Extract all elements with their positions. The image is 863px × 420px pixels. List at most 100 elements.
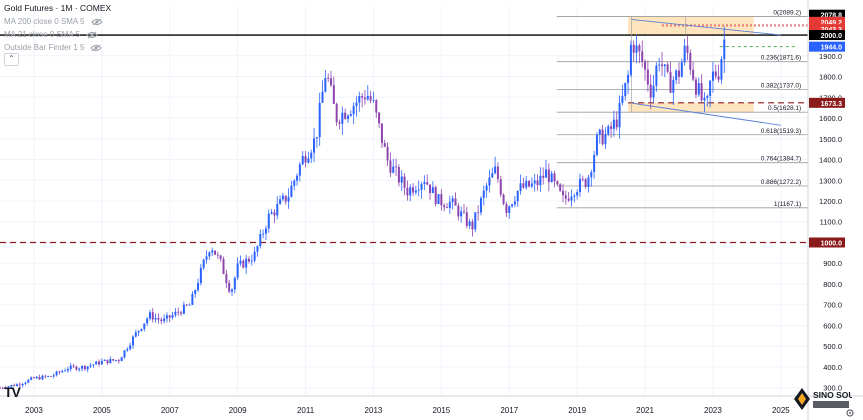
svg-text:SINO SOUND: SINO SOUND: [813, 390, 852, 400]
candle-body: [148, 312, 151, 319]
candle-body: [163, 318, 166, 322]
candle-body: [239, 260, 242, 264]
candle-body: [395, 166, 398, 168]
fib-level-label: 0.236(1871.6): [761, 55, 801, 62]
candle-body: [615, 119, 618, 128]
candle-body: [27, 379, 30, 383]
fib-level-label: 0(2089.2): [773, 10, 801, 17]
price-label: 2000.0: [821, 33, 843, 40]
x-tick-label: 2017: [500, 406, 518, 415]
candle-body: [346, 115, 349, 119]
candle-body: [669, 71, 672, 93]
candle-body: [344, 112, 347, 119]
candle-body: [530, 183, 533, 187]
candle-body: [397, 167, 400, 183]
candle-body: [117, 360, 120, 362]
price-label: 2049.2: [821, 20, 843, 27]
candle-body: [457, 205, 460, 217]
candle-body: [511, 204, 514, 207]
candle-body: [290, 185, 293, 197]
candle-body: [233, 277, 236, 290]
fib-level-label: 0.764(1384.7): [761, 156, 801, 163]
candle-body: [338, 122, 341, 124]
candle-body: [332, 85, 335, 104]
candle-body: [528, 180, 531, 187]
candle-body: [7, 386, 10, 389]
indicator-outside-bar[interactable]: Outside Bar Finder 1 5: [4, 41, 111, 54]
candle-body: [202, 259, 205, 268]
candle-body: [479, 198, 482, 213]
collapse-legend-button[interactable]: ⌃: [4, 53, 19, 66]
candle-body: [307, 158, 310, 163]
candle-body: [89, 365, 92, 367]
indicator-ma21[interactable]: MA 21 close 0 SMA 5: [4, 28, 111, 41]
candle-body: [694, 79, 697, 95]
y-tick-label: 300.0: [823, 384, 842, 393]
candle-body: [293, 180, 296, 186]
candle-body: [242, 260, 245, 268]
candle-body: [462, 211, 465, 213]
candle-body: [420, 184, 423, 190]
candle-body: [386, 146, 389, 161]
candle-body: [491, 173, 494, 178]
candle-body: [106, 359, 109, 364]
gear-icon[interactable]: [845, 408, 855, 418]
candle-body: [75, 366, 78, 370]
candle-body: [561, 190, 564, 196]
candle-body: [635, 45, 638, 53]
candle-body: [171, 315, 174, 318]
candle-body: [522, 183, 525, 188]
candle-body: [533, 180, 536, 184]
candle-body: [380, 123, 383, 144]
candle-body: [406, 187, 409, 196]
candle-body: [414, 190, 417, 193]
candle-body: [78, 368, 81, 370]
candle-body: [494, 166, 497, 174]
y-tick-label: 1500.0: [819, 135, 842, 144]
price-label-bg: [809, 97, 845, 108]
candle-body: [109, 359, 112, 364]
candle-body: [553, 173, 556, 182]
candle-body: [697, 83, 700, 95]
candle-body: [675, 70, 678, 80]
eye-icon[interactable]: [86, 31, 98, 39]
indicator-ma200[interactable]: MA 200 close 0 SMA 5: [4, 15, 111, 28]
candle-body: [262, 233, 265, 235]
price-label-bg: [809, 41, 845, 52]
candle-body: [717, 76, 720, 80]
eye-icon[interactable]: [90, 18, 103, 26]
candle-body: [182, 304, 185, 314]
candle-body: [69, 365, 72, 370]
y-tick-label: 1800.0: [819, 73, 842, 82]
candle-body: [550, 173, 553, 183]
y-tick-label: 1400.0: [819, 156, 842, 165]
candle-body: [199, 267, 202, 284]
price-label-bg: [809, 30, 845, 41]
trendline: [631, 19, 781, 36]
candle-body: [400, 176, 403, 183]
candle-body: [18, 384, 21, 386]
candle-body: [499, 179, 502, 195]
candle-body: [375, 100, 378, 113]
price-label: 1673.3: [821, 101, 843, 108]
candle-body: [564, 195, 567, 199]
y-tick-label: 1300.0: [819, 176, 842, 185]
price-label: 1944.0: [821, 45, 843, 52]
candle-body: [590, 172, 593, 178]
candle-body: [270, 212, 273, 214]
candle-body: [559, 184, 562, 191]
candle-body: [700, 83, 703, 101]
eye-icon[interactable]: [90, 44, 103, 52]
symbol-title[interactable]: Gold Futures · 1M · COMEX: [4, 3, 112, 13]
candle-body: [95, 361, 98, 365]
candle-body: [264, 228, 267, 234]
fibonacci-retracement[interactable]: 0(2089.2) 0.236(1871.6) 0.382(1737.0) 0.5(1…: [556, 10, 808, 209]
tradingview-logo[interactable]: TV: [4, 384, 21, 400]
candle-body: [49, 376, 52, 377]
candle-body: [468, 221, 471, 226]
price-label: 1000.0: [821, 240, 843, 247]
x-tick-label: 2011: [297, 406, 315, 415]
candle-body: [137, 330, 140, 333]
candle-body: [587, 177, 590, 187]
